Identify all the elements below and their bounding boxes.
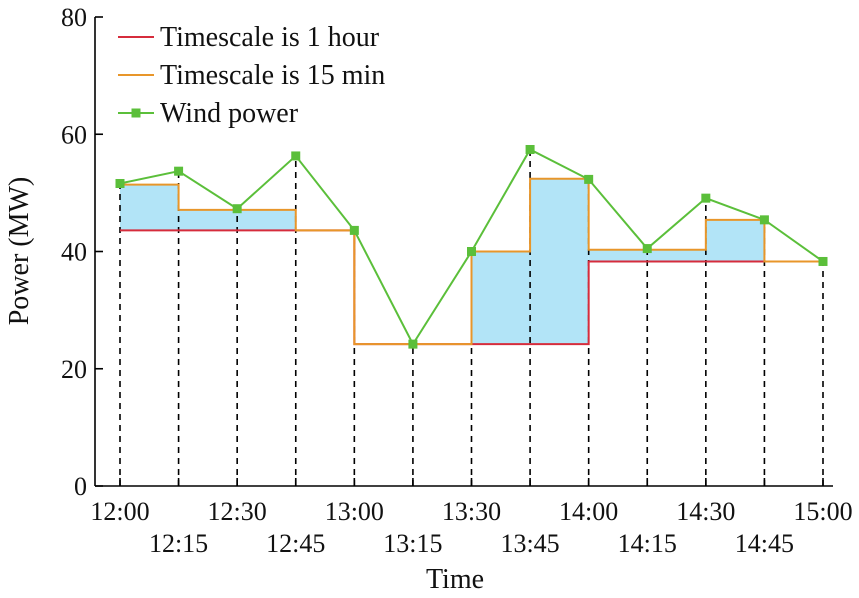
- x-tick-label: 14:00: [559, 497, 618, 526]
- wind-power-marker: [467, 247, 476, 256]
- fill-rect: [705, 219, 765, 262]
- wind-power-marker: [349, 225, 359, 235]
- wind-power-marker: [232, 204, 242, 214]
- x-tick-label: 14:15: [618, 529, 677, 558]
- fill-rect: [178, 209, 238, 231]
- fill-rect: [588, 249, 648, 262]
- x-tick-label: 13:30: [442, 497, 501, 526]
- wind-power-marker: [408, 339, 418, 349]
- wind-power-marker: [115, 178, 125, 188]
- x-axis-title: Time: [426, 564, 484, 595]
- fill-area: [120, 178, 765, 345]
- fill-rect: [471, 251, 531, 345]
- y-tick-label: 0: [74, 472, 87, 501]
- fill-rect: [237, 209, 296, 231]
- y-tick-label: 80: [61, 3, 87, 32]
- wind-power-marker: [642, 244, 652, 254]
- wind-power-marker: [291, 151, 301, 161]
- y-tick-label: 60: [61, 120, 87, 149]
- legend-label: Wind power: [160, 98, 299, 129]
- wind-power-marker: [584, 174, 594, 184]
- x-tick-label: 15:00: [793, 497, 852, 526]
- wind-power-marker: [701, 193, 711, 203]
- legend: Timescale is 1 hour Timescale is 15 min Wi…: [118, 22, 385, 129]
- wind-power-marker: [174, 166, 184, 176]
- fill-rect: [647, 249, 706, 262]
- x-tick-label: 13:00: [325, 497, 384, 526]
- x-tick-label: 14:30: [676, 497, 735, 526]
- y-axis-title: Power (MW): [4, 177, 35, 326]
- wind-power-marker: [525, 144, 535, 154]
- x-tick-label: 13:45: [500, 529, 559, 558]
- series-markers: [115, 144, 828, 349]
- x-tick-label: 14:45: [735, 529, 794, 558]
- fill-rect: [530, 178, 589, 345]
- wind-power-marker: [759, 215, 769, 225]
- x-tick-label: 13:15: [383, 529, 442, 558]
- y-tick-label: 20: [61, 355, 87, 384]
- legend-label: Timescale is 15 min: [160, 60, 385, 91]
- x-tick-label: 12:45: [266, 529, 325, 558]
- x-tick-label: 12:15: [149, 529, 208, 558]
- fill-rect: [120, 184, 179, 231]
- x-tick-label: 12:00: [90, 497, 149, 526]
- legend-label: Timescale is 1 hour: [160, 22, 380, 53]
- y-tick-label: 40: [61, 238, 87, 267]
- wind-power-marker: [818, 256, 828, 266]
- x-tick-label: 12:30: [208, 497, 267, 526]
- legend-marker: [131, 108, 141, 118]
